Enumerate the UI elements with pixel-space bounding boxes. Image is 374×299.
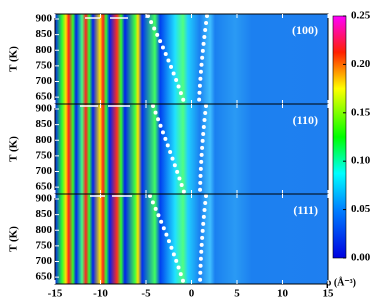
colorbar-tick-label: 0.25 bbox=[351, 10, 371, 22]
x-tick-label: 15 bbox=[323, 288, 335, 299]
x-tick-label: 0 bbox=[189, 288, 195, 299]
colorbar-tick-label: 0.10 bbox=[351, 155, 371, 167]
panel-label: (111) bbox=[293, 203, 318, 217]
x-tick-label: -10 bbox=[93, 288, 108, 299]
y-tick-label: 800 bbox=[36, 44, 53, 56]
y-tick-label: 750 bbox=[36, 59, 53, 71]
x-tick-label: -5 bbox=[141, 288, 151, 299]
y-tick-label: 650 bbox=[36, 271, 53, 283]
y-tick-label: 650 bbox=[36, 181, 53, 193]
y-tick-label: 650 bbox=[36, 91, 53, 103]
x-tick-label: 10 bbox=[277, 288, 289, 299]
heatmap bbox=[55, 104, 328, 194]
x-tick-label: -15 bbox=[48, 288, 63, 299]
y-tick-label: 800 bbox=[36, 134, 53, 146]
y-tick-label: 900 bbox=[36, 193, 53, 205]
y-tick-label: 800 bbox=[36, 224, 53, 236]
heatmap bbox=[55, 194, 328, 284]
y-tick-label: 700 bbox=[36, 255, 53, 267]
colorbar-tick-label: 0.15 bbox=[351, 106, 371, 118]
boundary-line bbox=[197, 14, 209, 104]
y-axis-label: T (K) bbox=[8, 136, 20, 162]
colorbar-label: ρ (Å⁻³) bbox=[326, 276, 356, 288]
heatmap bbox=[55, 14, 328, 104]
boundaries bbox=[146, 14, 209, 286]
y-tick-label: 850 bbox=[36, 28, 53, 40]
panel-label: (100) bbox=[292, 23, 318, 37]
y-tick-label: 900 bbox=[36, 103, 53, 115]
x-tick-label: 5 bbox=[234, 288, 240, 299]
y-tick-label: 750 bbox=[36, 239, 53, 251]
colorbar-tick-label: 0.05 bbox=[351, 203, 371, 215]
boundary-line bbox=[198, 194, 208, 286]
panels bbox=[55, 14, 328, 284]
y-tick-label: 750 bbox=[36, 149, 53, 161]
y-tick-label: 700 bbox=[36, 75, 53, 87]
y-tick-label: 900 bbox=[36, 13, 53, 25]
y-tick-label: 850 bbox=[36, 208, 53, 220]
y-axis-label: T (K) bbox=[8, 226, 20, 252]
boundary-line bbox=[198, 104, 208, 194]
boundary-line bbox=[146, 14, 186, 104]
panel-label: (110) bbox=[293, 113, 318, 127]
boundary-line bbox=[148, 194, 186, 286]
colorbar bbox=[332, 15, 347, 259]
error-bars bbox=[80, 17, 132, 197]
boundary-line bbox=[151, 104, 186, 194]
colorbar-tick-label: 0.20 bbox=[351, 58, 371, 70]
y-axis-label: T (K) bbox=[8, 46, 20, 72]
y-tick-label: 850 bbox=[36, 118, 53, 130]
colorbar-tick-label: 0.00 bbox=[351, 252, 371, 264]
y-tick-label: 700 bbox=[36, 165, 53, 177]
